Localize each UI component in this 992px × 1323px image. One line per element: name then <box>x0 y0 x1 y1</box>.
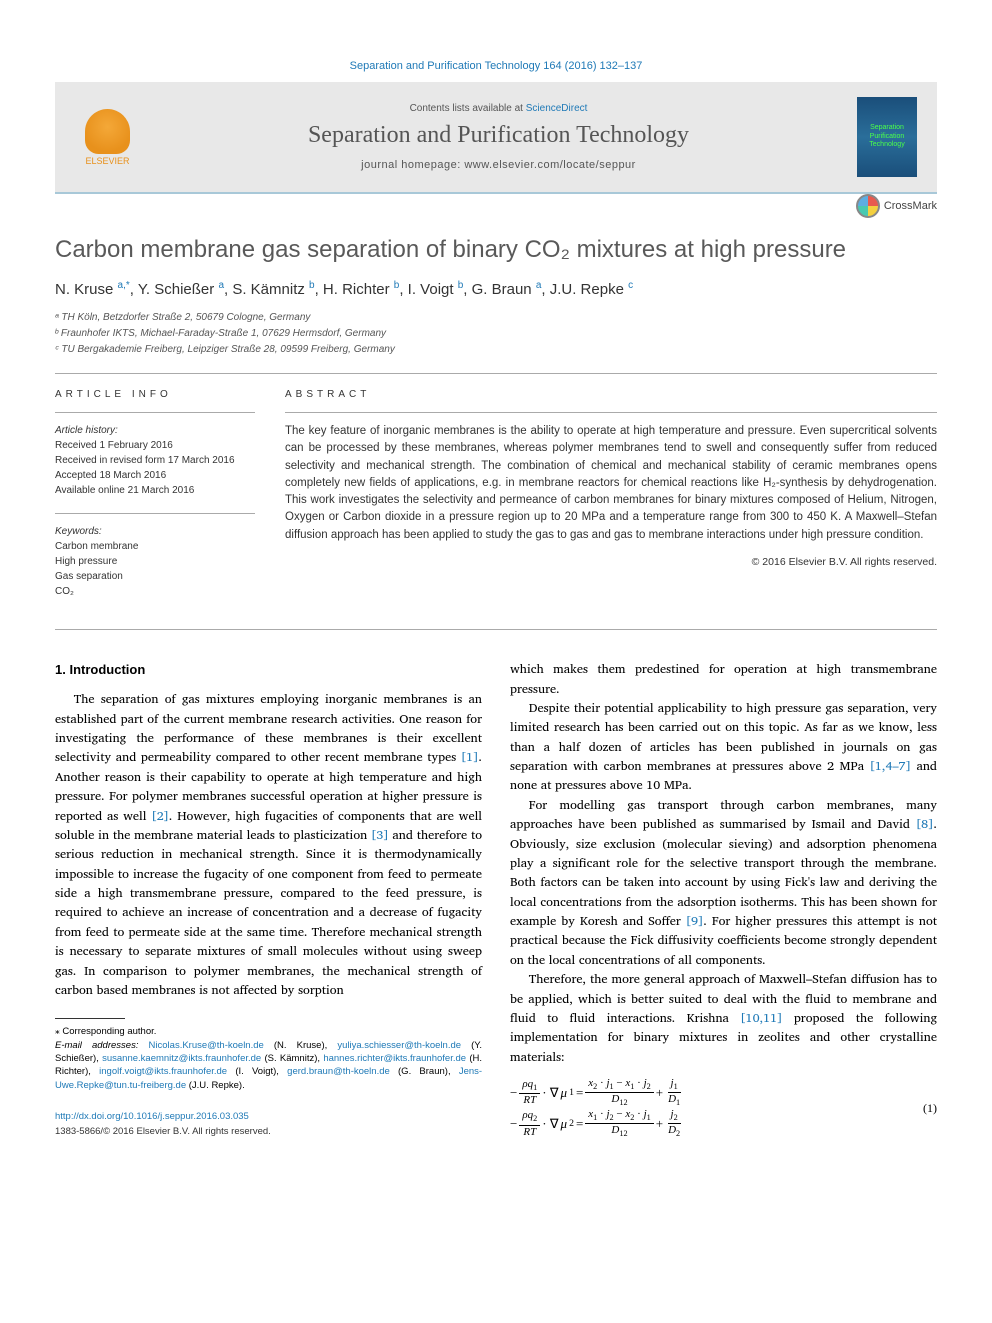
author-email-name: (J.U. Repke) <box>189 1080 242 1091</box>
abstract-rule <box>285 412 937 413</box>
affiliation-line: ᵃ TH Köln, Betzdorfer Straße 2, 50679 Co… <box>55 310 937 326</box>
homepage-line: journal homepage: www.elsevier.com/locat… <box>160 159 837 171</box>
footnotes-block: ⁎ Corresponding author. E-mail addresses… <box>55 1025 482 1091</box>
article-title: Carbon membrane gas separation of binary… <box>55 234 937 265</box>
author-email-link[interactable]: hannes.richter@ikts.fraunhofer.de <box>323 1053 466 1064</box>
equation-number: (1) <box>923 1099 937 1118</box>
author-email-name: (G. Braun) <box>398 1066 448 1077</box>
sciencedirect-link[interactable]: ScienceDirect <box>526 103 588 114</box>
contents-available-line: Contents lists available at ScienceDirec… <box>160 103 837 114</box>
article-history-block: Article history: Received 1 February 201… <box>55 423 255 498</box>
journal-title: Separation and Purification Technology <box>160 122 837 149</box>
footnote-separator <box>55 1018 125 1019</box>
keyword: CO₂ <box>55 586 74 597</box>
contents-prefix: Contents lists available at <box>410 103 526 114</box>
equation-1-line-2: −ρq2RT · ∇μ2 = x1 · j2 − x2 · j1D12 + j2… <box>510 1108 683 1139</box>
history-line: Available online 21 March 2016 <box>55 485 194 496</box>
email-addresses-block: E-mail addresses: Nicolas.Kruse@th-koeln… <box>55 1039 482 1092</box>
history-line: Received 1 February 2016 <box>55 440 173 451</box>
col2-para-1: which makes them predestined for operati… <box>510 660 937 699</box>
history-line: Accepted 18 March 2016 <box>55 470 166 481</box>
mid-rule <box>55 629 937 630</box>
crossmark-badge[interactable]: CrossMark <box>856 194 937 218</box>
homepage-prefix: journal homepage: <box>361 159 464 171</box>
author-email-name: (S. Kämnitz) <box>264 1053 317 1064</box>
affiliation-line: ᵇ Fraunhofer IKTS, Michael-Faraday-Straß… <box>55 326 937 342</box>
col2-para-4: Therefore, the more general approach of … <box>510 970 937 1067</box>
abstract-body: The key feature of inorganic membranes i… <box>285 423 937 544</box>
issn-copyright: 1383-5866/© 2016 Elsevier B.V. All right… <box>55 1125 482 1140</box>
journal-cover-thumbnail: Separation Purification Technology <box>857 97 917 177</box>
citation-ref[interactable]: [1,4–7] <box>870 756 911 776</box>
author-email-link[interactable]: susanne.kaemnitz@ikts.fraunhofer.de <box>102 1053 261 1064</box>
history-label: Article history: <box>55 425 118 436</box>
info-rule-1 <box>55 412 255 413</box>
elsevier-tree-icon <box>85 109 130 154</box>
equation-1: −ρq1RT · ∇μ1 = x2 · j1 − x1 · j2D12 + j1… <box>510 1077 937 1139</box>
publisher-name: ELSEVIER <box>85 156 129 166</box>
author-email-link[interactable]: ingolf.voigt@ikts.fraunhofer.de <box>99 1066 227 1077</box>
col2-para-3: For modelling gas transport through carb… <box>510 796 937 970</box>
homepage-url[interactable]: www.elsevier.com/locate/seppur <box>464 159 636 171</box>
col2-para-2: Despite their potential applicability to… <box>510 699 937 796</box>
citation-ref[interactable]: [1] <box>461 747 479 767</box>
keyword: High pressure <box>55 556 117 567</box>
citation-ref[interactable]: [8] <box>916 814 934 834</box>
keyword: Carbon membrane <box>55 541 138 552</box>
body-column-right: which makes them predestined for operati… <box>510 660 937 1149</box>
affiliation-line: ᶜ TU Bergakademie Freiberg, Leipziger St… <box>55 342 937 358</box>
citation-ref[interactable]: [2] <box>151 806 169 826</box>
citation-ref[interactable]: [3] <box>371 825 389 845</box>
citation-ref[interactable]: [10,11] <box>740 1008 782 1028</box>
history-line: Received in revised form 17 March 2016 <box>55 455 235 466</box>
author-email-link[interactable]: yuliya.schiesser@th-koeln.de <box>337 1040 461 1051</box>
info-rule-2 <box>55 513 255 514</box>
email-label: E-mail addresses: <box>55 1040 138 1051</box>
keywords-block: Keywords: Carbon membrane High pressure Ga… <box>55 524 255 599</box>
citation-line: Separation and Purification Technology 1… <box>55 60 937 72</box>
body-column-left: 1. Introduction The separation of gas mi… <box>55 660 482 1149</box>
citation-ref[interactable]: [9] <box>686 911 704 931</box>
abstract-column: ABSTRACT The key feature of inorganic me… <box>285 389 937 614</box>
equation-1-line-1: −ρq1RT · ∇μ1 = x2 · j1 − x1 · j2D12 + j1… <box>510 1077 683 1108</box>
keywords-label: Keywords: <box>55 526 102 537</box>
article-info-label: ARTICLE INFO <box>55 389 255 400</box>
section-heading-1: 1. Introduction <box>55 660 482 680</box>
doi-link[interactable]: http://dx.doi.org/10.1016/j.seppur.2016.… <box>55 1110 482 1125</box>
journal-header-band: ELSEVIER Contents lists available at Sci… <box>55 82 937 194</box>
crossmark-label: CrossMark <box>884 200 937 212</box>
header-center: Contents lists available at ScienceDirec… <box>160 103 837 171</box>
top-rule <box>55 373 937 374</box>
author-email-link[interactable]: gerd.braun@th-koeln.de <box>287 1066 390 1077</box>
author-email-name: (N. Kruse) <box>274 1040 325 1051</box>
author-email-name: (I. Voigt) <box>235 1066 276 1077</box>
author-email-link[interactable]: Nicolas.Kruse@th-koeln.de <box>149 1040 264 1051</box>
intro-para-1: The separation of gas mixtures employing… <box>55 690 482 1000</box>
corresponding-author-note: ⁎ Corresponding author. <box>55 1025 482 1038</box>
authors-line: N. Kruse a,*, Y. Schießer a, S. Kämnitz … <box>55 280 937 298</box>
abstract-copyright: © 2016 Elsevier B.V. All rights reserved… <box>285 556 937 568</box>
crossmark-icon <box>856 194 880 218</box>
publisher-logo: ELSEVIER <box>75 102 140 172</box>
article-info-column: ARTICLE INFO Article history: Received 1… <box>55 389 255 614</box>
keyword: Gas separation <box>55 571 123 582</box>
abstract-label: ABSTRACT <box>285 389 937 400</box>
affiliations-block: ᵃ TH Köln, Betzdorfer Straße 2, 50679 Co… <box>55 310 937 358</box>
